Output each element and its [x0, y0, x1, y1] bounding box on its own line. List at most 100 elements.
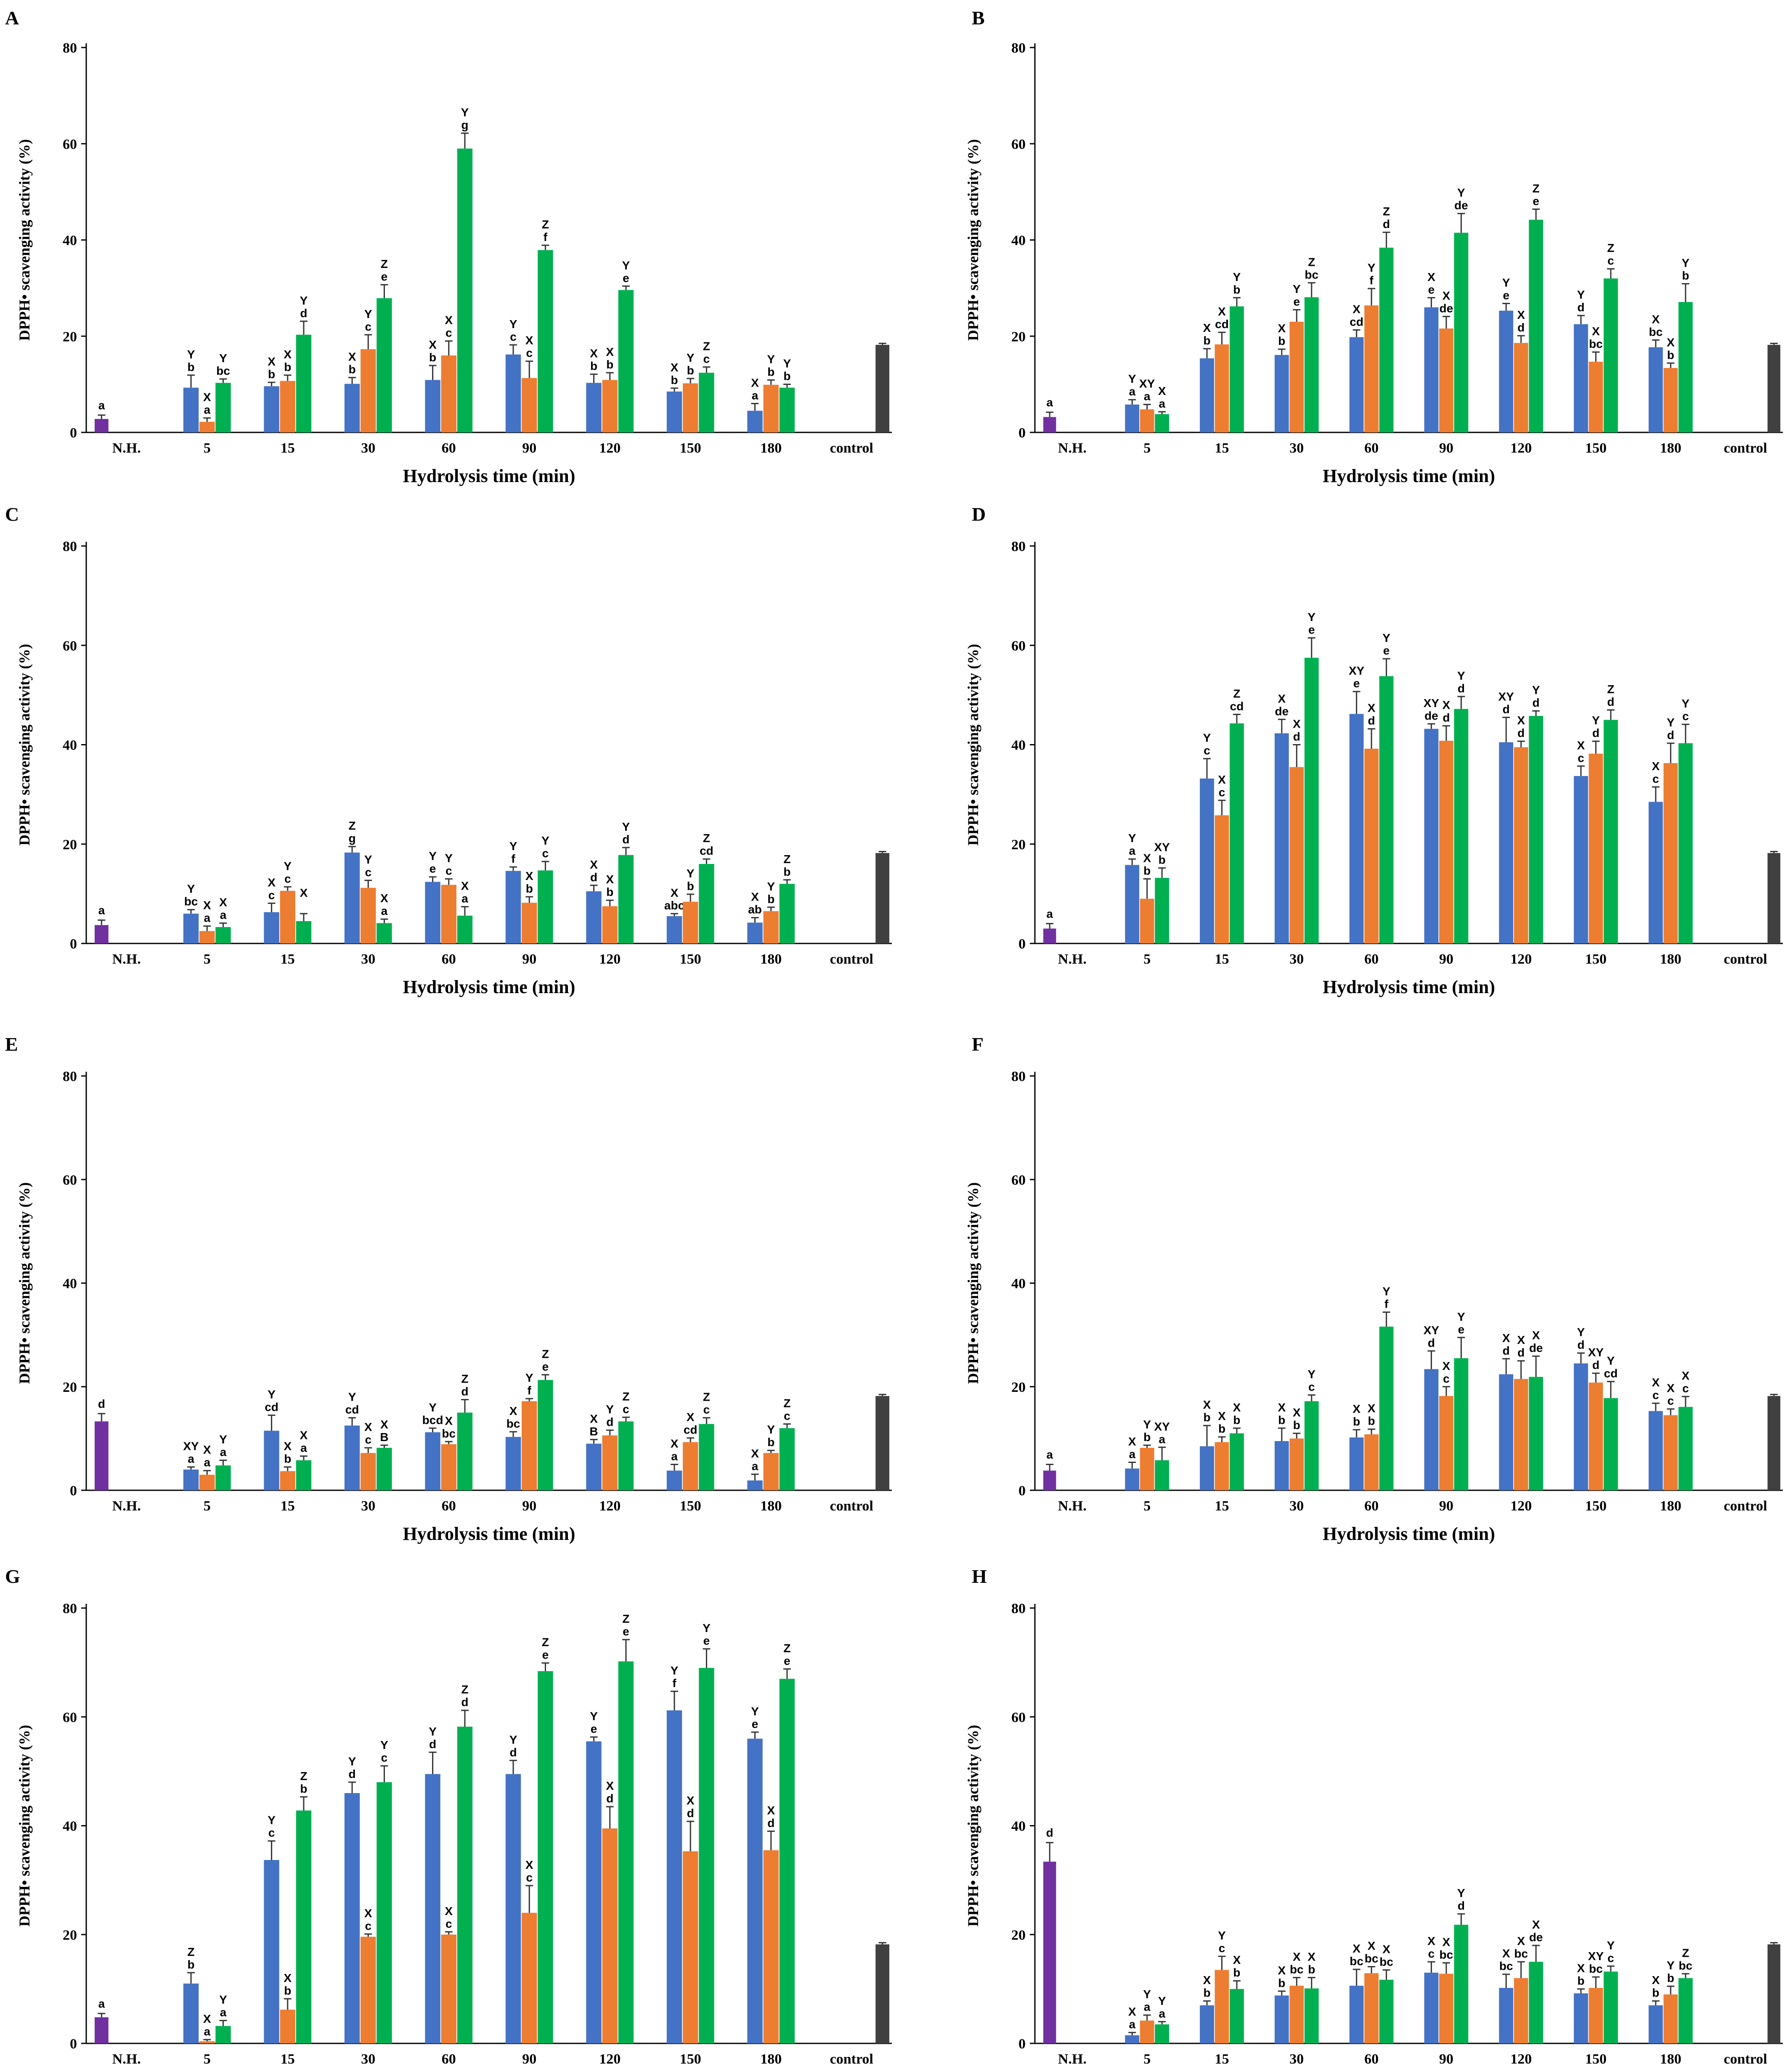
bar-orange [1364, 1434, 1379, 1490]
x-axis-title: Hydrolysis time (min) [1323, 977, 1495, 997]
bar-group-label: X [1233, 1401, 1241, 1414]
bar-group-label: Y [767, 880, 775, 893]
bar-letter-label: cd [1604, 1367, 1618, 1380]
bar-letter-label: d [1458, 682, 1465, 695]
x-axis-title: Hydrolysis time (min) [403, 977, 575, 997]
bar-group-label: X [1158, 384, 1166, 397]
bar-blue [505, 354, 521, 432]
bar-nh [1043, 1861, 1056, 2043]
bar-letter-label: b [1143, 864, 1151, 877]
bar-letter-label: c [1204, 744, 1210, 757]
bar-letter-label: b [1667, 348, 1674, 361]
bar-letter-label: e [430, 862, 436, 875]
bar-letter-label: cd [684, 1423, 697, 1436]
bar-group-label: XY [1154, 1420, 1170, 1433]
x-axis-title: Hydrolysis time (min) [403, 1524, 575, 1544]
bar-group-label: Z [1308, 255, 1315, 268]
bar-letter-label: b [1159, 853, 1166, 866]
x-tick-label: 120 [599, 951, 621, 967]
bar-green [1529, 1961, 1543, 2043]
bar-green [1304, 1401, 1319, 1490]
bar-green [1604, 278, 1618, 432]
x-tick-label: 90 [522, 440, 536, 456]
bar-group-label: X [509, 1404, 517, 1418]
bar-group-label: X [1517, 308, 1525, 321]
y-tick-label: 40 [1011, 738, 1026, 753]
bar-green [779, 1679, 795, 2043]
bar-group-label: Y [509, 318, 517, 331]
bar-letter-label: bc [1589, 1962, 1603, 1975]
bar-letter-label: e [1503, 289, 1509, 302]
panel-g: G 0 20 40 60 80 DPPH• scavenging activity (%) N… [5, 1566, 892, 2067]
x-tick-label: 150 [1585, 2051, 1607, 2067]
bar-nh [1043, 417, 1056, 432]
y-tick-label: 40 [63, 738, 77, 753]
bar-green [1454, 709, 1469, 943]
x-tick-label: 120 [1510, 1498, 1532, 1514]
bar-orange [602, 906, 618, 943]
bar-letter-label: a [204, 911, 210, 925]
bar-group-label: X [1652, 313, 1660, 326]
bar-letter-label: bc [1350, 1955, 1363, 1968]
bar-letter-label: b [1218, 1422, 1225, 1435]
bar-orange [1140, 2020, 1154, 2043]
x-tick-label: 60 [442, 2051, 456, 2067]
bar-group-label: Y [509, 1733, 517, 1746]
bar-letter-label: b [606, 885, 613, 898]
bar-green [1155, 414, 1169, 432]
bar-letter-label: b [300, 1782, 307, 1795]
bar-group-label: Y [1218, 1929, 1226, 1942]
bar-letter-label: d [348, 1767, 355, 1781]
y-tick-label: 20 [63, 837, 77, 853]
x-tick-label: 5 [204, 1498, 211, 1514]
bar-green [296, 1810, 312, 2043]
bar-group-label: Z [542, 1347, 549, 1360]
bar-group-label: Z [1607, 683, 1614, 696]
bar-group-label: X [1218, 1410, 1226, 1423]
bar-blue [1274, 733, 1289, 943]
x-tick-label: 5 [204, 440, 211, 456]
bar-group-label: X [203, 391, 211, 404]
panel-c: C 0 20 40 60 80 DPPH• scavenging activity (%) N… [5, 503, 892, 997]
bar-group-label: X [1128, 1435, 1136, 1448]
bar-green [699, 864, 714, 943]
y-tick-label: 0 [70, 425, 77, 441]
bar-letter-label: de [1529, 1341, 1543, 1354]
bar-group-label: X [380, 892, 388, 905]
bar-group-label: X [1352, 302, 1360, 315]
bar-orange [1514, 1978, 1528, 2043]
bar-orange [280, 1471, 295, 1490]
x-axis-title: Hydrolysis time (min) [403, 466, 575, 486]
x-tick-label: N.H. [1058, 1498, 1087, 1514]
bar-group-label: Z [348, 819, 355, 832]
bar-letter-label: d [1443, 711, 1450, 724]
bar-control [875, 1944, 889, 2043]
bar-letter-label: f [511, 852, 515, 865]
bar-blue [747, 1480, 763, 1490]
bar-letter-label: e [623, 271, 629, 284]
bar-orange [1663, 1415, 1678, 1490]
x-axis-title: Hydrolysis time (min) [1323, 1524, 1495, 1544]
bar-blue [666, 1471, 682, 1490]
x-tick-label: 90 [522, 951, 536, 967]
bar-letter-label: cd [1350, 315, 1363, 328]
bar-group-label: Z [187, 1945, 194, 1958]
bar-green [457, 148, 473, 432]
y-tick-label: 80 [1011, 539, 1026, 554]
bar-letter-label: de [1440, 302, 1453, 315]
bar-letter-label: c [1308, 1380, 1315, 1393]
bar-group-label: Y [687, 351, 695, 364]
bar-group-label: X [203, 899, 211, 912]
bar-group-label: Y [348, 1391, 356, 1404]
x-tick-label: 120 [1510, 951, 1532, 967]
x-tick-label: 120 [599, 1498, 621, 1514]
bar-group-label: X [1652, 760, 1660, 773]
bar-letter-label: d [1517, 726, 1525, 739]
bar-group-label: X [1443, 699, 1451, 712]
bar-group-label: Y [525, 1371, 533, 1384]
bar-group-label: Z [1607, 241, 1614, 254]
bar-group-label: X [1443, 1359, 1451, 1373]
x-tick-label: N.H. [112, 951, 141, 967]
bar-letter-label: a [220, 2006, 227, 2019]
bar-orange [361, 349, 376, 432]
